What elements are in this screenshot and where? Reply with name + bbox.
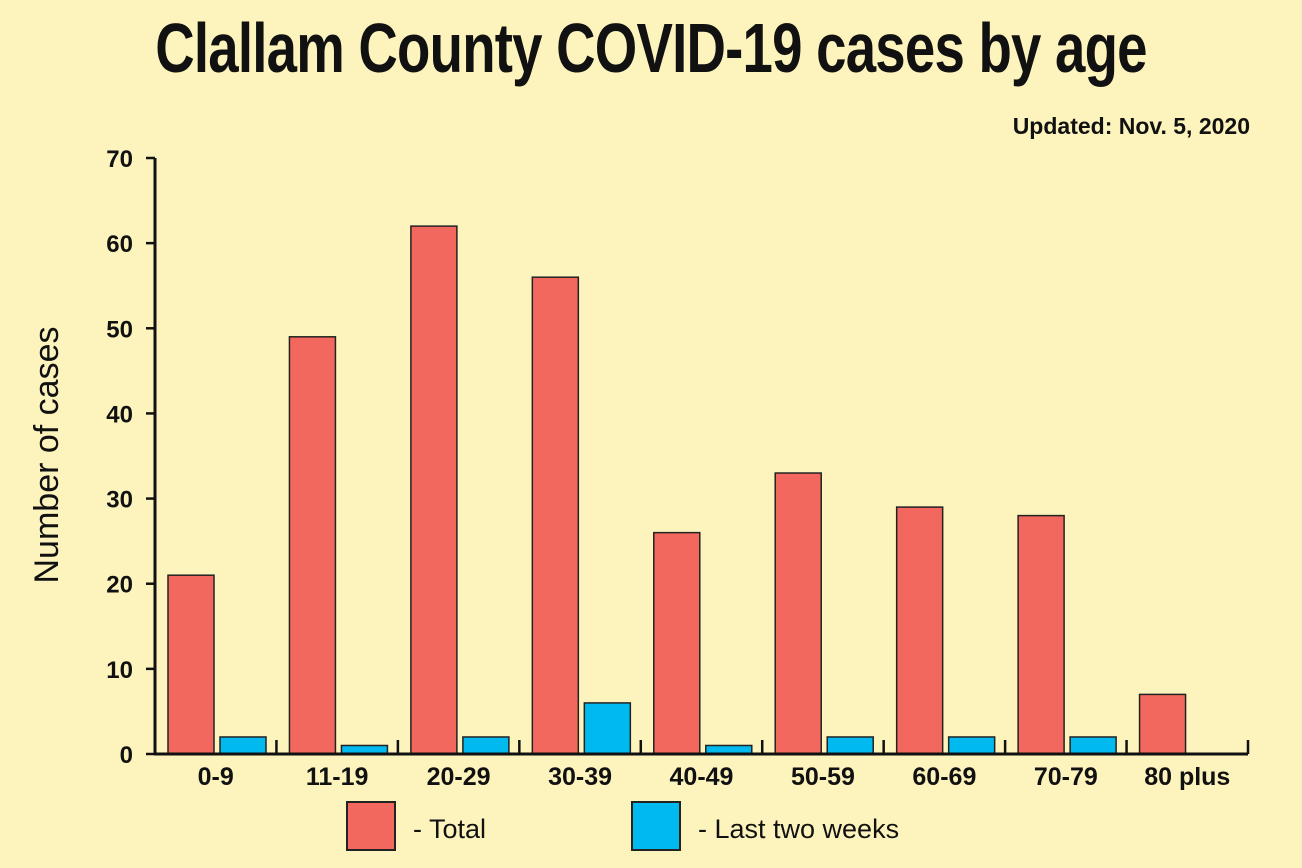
bar-total [1017,514,1065,755]
bar-last-two-weeks [947,736,996,755]
x-tick-label: 0-9 [198,763,234,791]
legend-swatch [631,801,681,851]
x-tick-label: 50-59 [791,763,855,791]
bar-total [653,531,701,755]
bar-last-two-weeks [826,736,874,755]
y-tick-label: 70 [106,146,133,173]
bar-last-two-weeks [462,736,510,755]
bar-total [774,472,822,755]
bar-last-two-weeks [219,736,267,755]
y-tick-label: 60 [106,231,133,258]
x-tick-label: 70-79 [1034,763,1098,791]
bar-last-two-weeks [583,702,632,755]
chart-subtitle: Updated: Nov. 5, 2020 [1012,113,1250,139]
y-tick-label: 10 [106,657,133,684]
x-tick-label: 11-19 [306,763,369,791]
legend-label: - Total [413,814,486,844]
y-tick-label: 40 [106,401,133,428]
chart-title: Clallam County COVID-19 cases by age [155,9,1147,87]
x-tick-label: 40-49 [670,763,734,791]
bar-total [895,506,944,755]
bar-total [531,276,580,755]
x-tick-label: 80 plus [1144,763,1230,791]
y-tick-label: 30 [106,487,133,514]
x-tick-label: 60-69 [912,763,976,791]
x-tick-label: 30-39 [548,763,612,791]
y-tick-label: 20 [106,572,133,599]
bar-last-two-weeks [1069,736,1117,755]
bar-total [410,225,458,755]
x-tick-label: 20-29 [427,763,491,791]
bar-total [288,336,337,755]
y-tick-label: 50 [106,316,133,343]
y-axis-label: Number of cases [28,327,66,584]
bar-total [1138,693,1187,755]
y-tick-label: 0 [120,742,133,769]
legend-swatch [346,801,396,851]
legend-label: - Last two weeks [698,814,899,844]
bar-total [167,574,215,755]
